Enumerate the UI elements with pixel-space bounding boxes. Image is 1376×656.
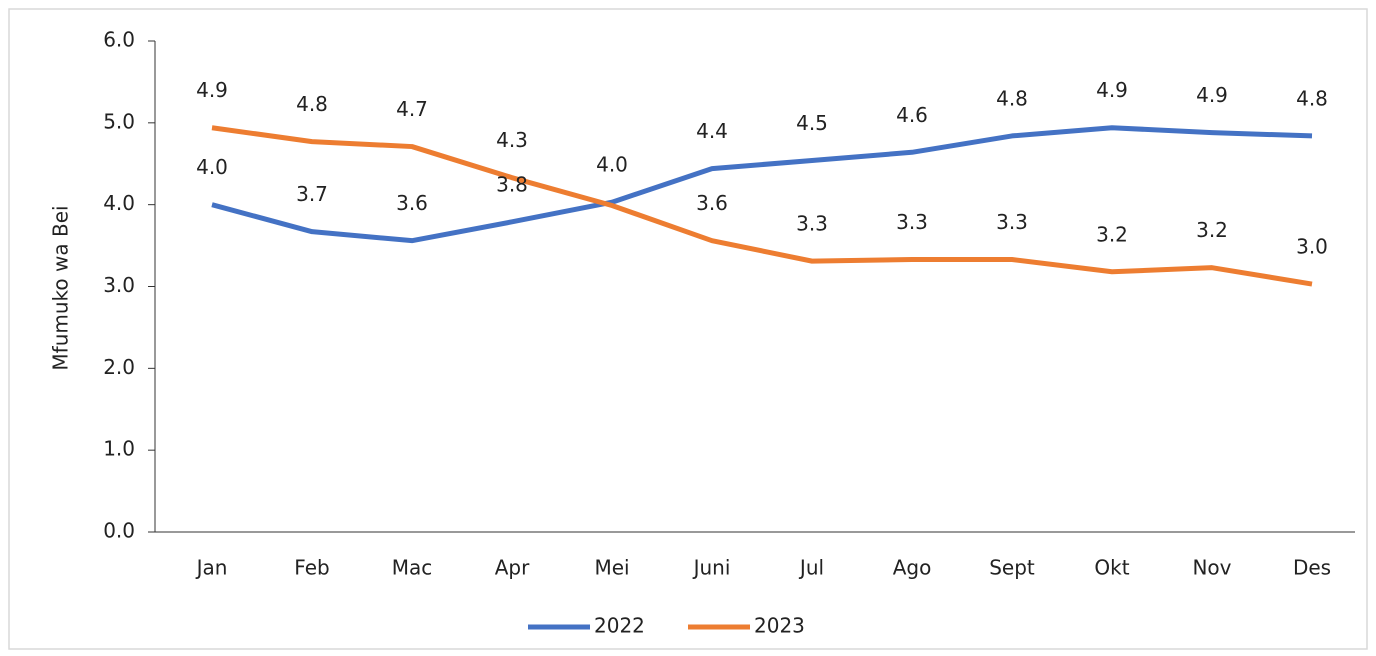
- data-label: 3.8: [496, 172, 528, 196]
- data-label: 3.2: [1196, 218, 1228, 242]
- x-tick-label: Mac: [392, 556, 433, 580]
- y-axis-label: Mfumuko wa Bei: [49, 205, 73, 370]
- data-label: 3.2: [1096, 222, 1128, 246]
- x-tick-label: Ago: [893, 556, 932, 580]
- x-tick-label: Mei: [594, 556, 629, 580]
- y-tick-label: 4.0: [103, 191, 135, 215]
- data-label: 4.9: [196, 78, 228, 102]
- data-label: 4.6: [896, 103, 928, 127]
- y-tick-label: 1.0: [103, 437, 135, 461]
- data-label: 3.7: [296, 182, 328, 206]
- x-tick-label: Des: [1293, 556, 1331, 580]
- data-label: 4.0: [596, 153, 628, 177]
- data-label: 4.7: [396, 97, 428, 121]
- x-tick-label: Okt: [1094, 556, 1129, 580]
- series-line: [211, 125, 1313, 287]
- x-tick-label: Sept: [989, 556, 1035, 580]
- data-label: 4.5: [796, 111, 828, 135]
- data-label: 3.6: [396, 191, 428, 215]
- data-label: 3.0: [1296, 235, 1328, 259]
- y-tick-label: 2.0: [103, 355, 135, 379]
- legend-label: 2023: [754, 614, 805, 638]
- chart-frame: [8, 8, 1368, 650]
- data-label: 4.9: [1096, 78, 1128, 102]
- data-label: 4.9: [1196, 83, 1228, 107]
- x-tick-label: Feb: [294, 556, 329, 580]
- data-label: 3.3: [896, 210, 928, 234]
- x-tick-label: Apr: [495, 556, 530, 580]
- data-label: 3.3: [996, 210, 1028, 234]
- data-label: 4.8: [1296, 86, 1328, 110]
- data-label: 4.8: [296, 92, 328, 116]
- y-tick-label: 6.0: [103, 28, 135, 52]
- x-tick-label: Jul: [798, 556, 824, 580]
- data-label: 4.3: [496, 128, 528, 152]
- x-tick-label: Juni: [692, 556, 731, 580]
- y-tick-label: 3.0: [103, 273, 135, 297]
- x-tick-label: Nov: [1192, 556, 1231, 580]
- y-tick-label: 0.0: [103, 519, 135, 543]
- x-tick-label: Jan: [195, 556, 228, 580]
- legend-label: 2022: [594, 614, 645, 638]
- data-label: 4.8: [996, 86, 1028, 110]
- data-label: 3.6: [696, 191, 728, 215]
- data-label: 3.3: [796, 212, 828, 236]
- y-tick-label: 5.0: [103, 109, 135, 133]
- data-label: 4.0: [196, 155, 228, 179]
- series-line: [211, 125, 1313, 244]
- data-label: 4.4: [696, 119, 728, 143]
